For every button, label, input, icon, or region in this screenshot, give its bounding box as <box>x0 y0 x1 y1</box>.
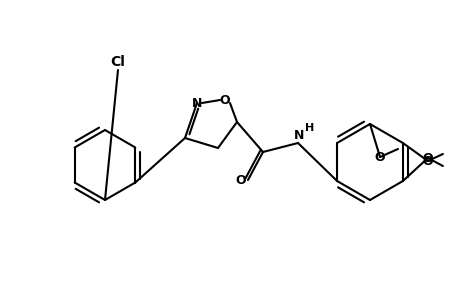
Text: O: O <box>422 154 432 167</box>
Text: O: O <box>219 94 230 106</box>
Text: N: N <box>293 128 303 142</box>
Text: N: N <box>191 97 202 110</box>
Text: Cl: Cl <box>110 55 125 69</box>
Text: O: O <box>235 173 246 187</box>
Text: O: O <box>374 151 385 164</box>
Text: O: O <box>422 152 432 164</box>
Text: H: H <box>304 123 313 133</box>
